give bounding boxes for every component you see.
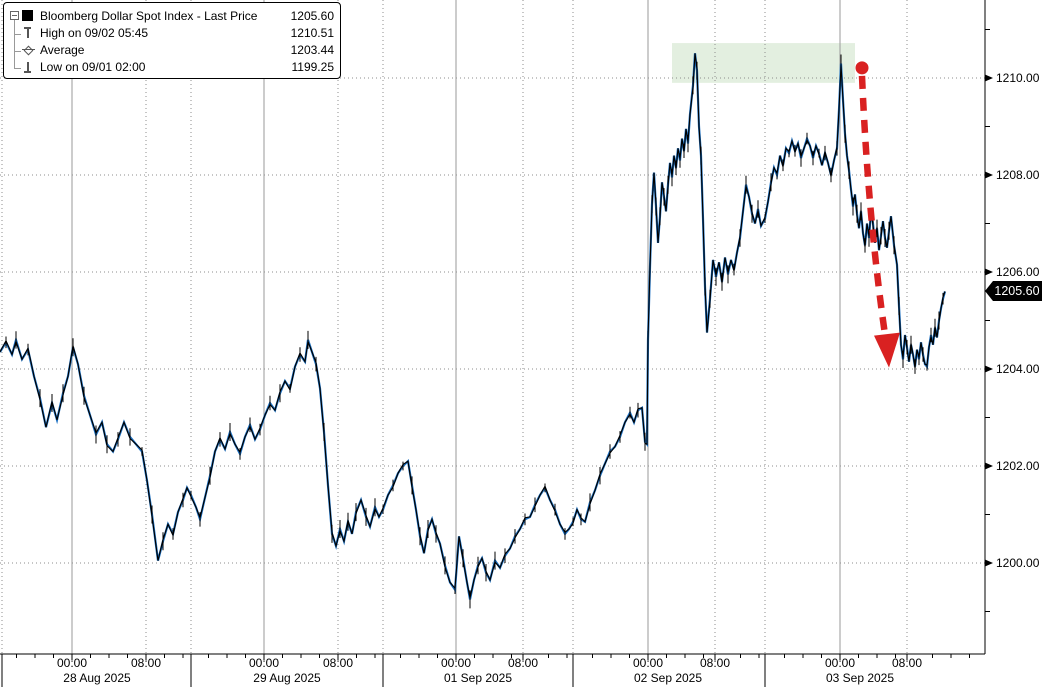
legend-label: Average [40, 42, 85, 57]
x-axis-time-label: 08:00 [699, 656, 731, 670]
x-axis-time-label: 00:00 [632, 656, 664, 670]
red-arrow-head [874, 332, 900, 368]
red-trend-arrow [858, 75, 889, 336]
series-swatch-icon [22, 10, 33, 21]
y-major-tick-arrow [985, 559, 993, 567]
legend-value: 1203.44 [290, 42, 334, 57]
y-axis-label: 1204.00 [996, 362, 1040, 376]
legend-marker [10, 26, 40, 39]
legend-row: Bloomberg Dollar Spot Index - Last Price… [10, 7, 334, 24]
x-axis-date-label: 03 Sep 2025 [825, 671, 895, 685]
legend-row: Low on 09/01 02:00 1199.25 [10, 58, 334, 75]
legend-row: High on 09/02 05:45 1210.51 [10, 24, 334, 41]
legend-value: 1205.60 [290, 8, 334, 23]
y-axis-label: 1208.00 [996, 168, 1040, 182]
legend-row: Average 1203.44 [10, 41, 334, 58]
y-axis-label: 1200.00 [996, 556, 1040, 570]
x-axis-date-label: 29 Aug 2025 [253, 671, 321, 685]
legend-value: 1199.25 [291, 59, 335, 74]
legend-expand-icon[interactable] [10, 11, 19, 20]
price-line-black [0, 53, 946, 599]
y-axis-label: 1202.00 [996, 459, 1040, 473]
red-arrow-start-dot [855, 61, 869, 75]
x-axis-time-label: 08:00 [507, 656, 539, 670]
x-axis-date-label: 01 Sep 2025 [443, 671, 513, 685]
y-major-tick-arrow [985, 74, 993, 82]
legend-tree-stub [14, 51, 21, 52]
y-major-tick-arrow [985, 365, 993, 373]
high-marker-icon [22, 26, 33, 39]
y-major-tick-arrow [985, 171, 993, 179]
y-axis-label: 1210.00 [996, 71, 1040, 85]
legend-marker [10, 61, 40, 73]
legend-label: High on 09/02 05:45 [40, 25, 149, 40]
x-axis-time-label: 08:00 [891, 656, 923, 670]
y-major-tick-arrow [985, 268, 993, 276]
x-axis-time-label: 00:00 [824, 656, 856, 670]
x-axis-time-label: 08:00 [322, 656, 354, 670]
last-price-badge: 1205.60 [985, 281, 1042, 301]
legend-tree-line [14, 20, 15, 68]
y-axis-label: 1206.00 [996, 265, 1040, 279]
average-marker-icon [22, 44, 35, 56]
green-highlight-zone [672, 43, 855, 83]
legend-label: Bloomberg Dollar Spot Index - Last Price [40, 8, 258, 23]
legend-marker [10, 44, 40, 56]
x-axis-date-label: 28 Aug 2025 [63, 671, 131, 685]
legend-marker [10, 10, 40, 21]
price-bars-black [5, 54, 944, 609]
x-axis-time-label: 00:00 [248, 656, 280, 670]
legend-label: Low on 09/01 02:00 [40, 59, 146, 74]
x-axis-time-label: 00:00 [56, 656, 88, 670]
y-major-tick-arrow [985, 462, 993, 470]
x-axis-time-label: 08:00 [130, 656, 162, 670]
x-axis-date-label: 02 Sep 2025 [633, 671, 703, 685]
low-marker-icon [22, 61, 33, 73]
legend-value: 1210.51 [290, 25, 334, 40]
x-axis-time-label: 00:00 [440, 656, 472, 670]
legend-tree-stub [14, 34, 21, 35]
price-line-blue [0, 53, 947, 600]
legend-tree-stub [14, 68, 21, 69]
chart-legend: Bloomberg Dollar Spot Index - Last Price… [3, 2, 341, 79]
